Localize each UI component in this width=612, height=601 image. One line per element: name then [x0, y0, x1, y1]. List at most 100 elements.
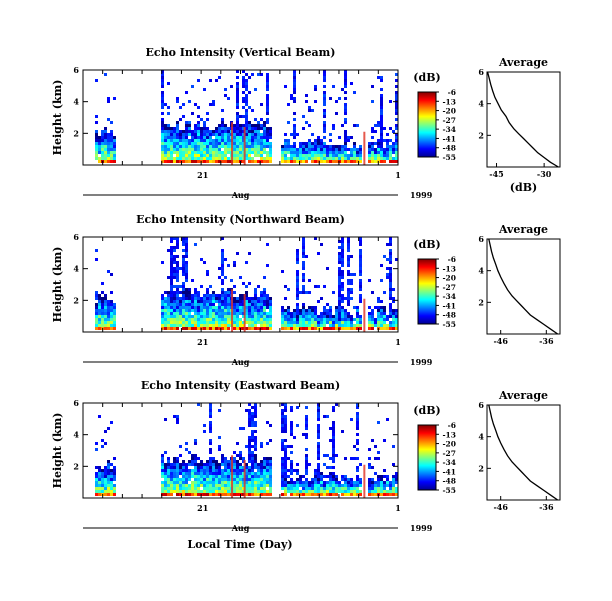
- heatmap-cell: [302, 267, 305, 270]
- heatmap-cell: [332, 427, 335, 430]
- heatmap-cell: [164, 160, 167, 163]
- heatmap-cell: [245, 493, 248, 496]
- heatmap-cell: [332, 481, 335, 484]
- heatmap-cell: [284, 415, 287, 418]
- heatmap-cell: [269, 312, 272, 315]
- heatmap-cell: [95, 315, 98, 318]
- heatmap-cell: [353, 273, 356, 276]
- heatmap-cell: [191, 324, 194, 327]
- heatmap-cell: [338, 276, 341, 279]
- heatmap-cell: [350, 154, 353, 157]
- heatmap-cell: [368, 457, 371, 460]
- heatmap-cell: [347, 288, 350, 291]
- heatmap-cell: [260, 160, 263, 163]
- heatmap-cell: [191, 481, 194, 484]
- heatmap-cell: [260, 327, 263, 330]
- heatmap-cell: [341, 478, 344, 481]
- heatmap-cell: [188, 154, 191, 157]
- heatmap-cell: [311, 327, 314, 330]
- heatmap-cell: [197, 303, 200, 306]
- heatmap-cell: [314, 154, 317, 157]
- heatmap-cell: [179, 297, 182, 300]
- heatmap-cell: [227, 312, 230, 315]
- heatmap-cell: [212, 294, 215, 297]
- heatmap-cell: [179, 136, 182, 139]
- heatmap-cell: [371, 315, 374, 318]
- heatmap-cell: [251, 454, 254, 457]
- heatmap-cell: [263, 300, 266, 303]
- heatmap-cell: [389, 258, 392, 261]
- heatmap-cell: [347, 249, 350, 252]
- heatmap-cell: [224, 300, 227, 303]
- heatmap-cell: [206, 127, 209, 130]
- heatmap-cell: [173, 291, 176, 294]
- heatmap-cell: [329, 327, 332, 330]
- heatmap-cell: [218, 478, 221, 481]
- heatmap-cell: [95, 142, 98, 145]
- heatmap-cell: [317, 409, 320, 412]
- heatmap-cell: [317, 321, 320, 324]
- heatmap-cell: [203, 130, 206, 133]
- heatmap-cell: [389, 312, 392, 315]
- heatmap-cell: [317, 430, 320, 433]
- heatmap-cell: [239, 151, 242, 154]
- heatmap-cell: [113, 484, 116, 487]
- heatmap-cell: [221, 321, 224, 324]
- heatmap-cell: [293, 493, 296, 496]
- heatmap-cell: [107, 142, 110, 145]
- heatmap-cell: [254, 297, 257, 300]
- heatmap-cell: [377, 490, 380, 493]
- heatmap-cell: [197, 157, 200, 160]
- heatmap-cell: [233, 291, 236, 294]
- heatmap-cell: [245, 121, 248, 124]
- heatmap-cell: [176, 300, 179, 303]
- heatmap-cell: [173, 130, 176, 133]
- heatmap-cell: [242, 484, 245, 487]
- heatmap-cell: [260, 481, 263, 484]
- heatmap-cell: [260, 493, 263, 496]
- heatmap-cell: [254, 130, 257, 133]
- heatmap-cell: [170, 267, 173, 270]
- heatmap-cell: [299, 490, 302, 493]
- heatmap-cell: [212, 463, 215, 466]
- heatmap-cell: [296, 288, 299, 291]
- heatmap-cell: [215, 300, 218, 303]
- heatmap-cell: [371, 127, 374, 130]
- heatmap-cell: [176, 133, 179, 136]
- heatmap-cell: [326, 475, 329, 478]
- heatmap-cell: [329, 321, 332, 324]
- heatmap-cell: [302, 312, 305, 315]
- heatmap-cell: [284, 142, 287, 145]
- heatmap-cell: [266, 300, 269, 303]
- heatmap-cell: [389, 309, 392, 312]
- heatmap-cell: [281, 439, 284, 442]
- heatmap-cell: [251, 73, 254, 76]
- heatmap-cell: [287, 327, 290, 330]
- heatmap-cell: [245, 151, 248, 154]
- heatmap-cell: [176, 478, 179, 481]
- heatmap-cell: [335, 481, 338, 484]
- heatmap-cell: [101, 139, 104, 142]
- heatmap-cell: [206, 324, 209, 327]
- heatmap-cell: [173, 267, 176, 270]
- heatmap-cell: [254, 448, 257, 451]
- heatmap-cell: [161, 124, 164, 127]
- heatmap-cell: [338, 151, 341, 154]
- heatmap-cell: [182, 318, 185, 321]
- heatmap-cell: [389, 493, 392, 496]
- heatmap-cell: [101, 300, 104, 303]
- heatmap-cell: [305, 466, 308, 469]
- heatmap-cell: [173, 466, 176, 469]
- heatmap-cell: [164, 484, 167, 487]
- heatmap-cell: [371, 85, 374, 88]
- heatmap-cell: [167, 294, 170, 297]
- heatmap-cell: [236, 124, 239, 127]
- heatmap-cell: [344, 130, 347, 133]
- heatmap-cell: [200, 157, 203, 160]
- heatmap-cell: [104, 303, 107, 306]
- heatmap-cell: [389, 306, 392, 309]
- heatmap-cell: [269, 457, 272, 460]
- heatmap-cell: [200, 142, 203, 145]
- heatmap-cell: [185, 142, 188, 145]
- heatmap-cell: [239, 303, 242, 306]
